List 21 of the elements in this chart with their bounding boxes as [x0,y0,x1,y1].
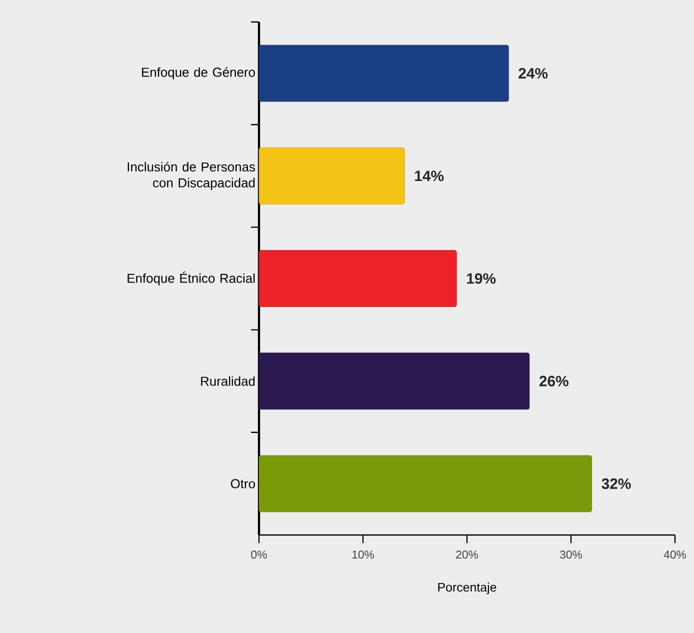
y-tick-label: Enfoque de Género [142,67,255,80]
bar [258,250,457,307]
y-tick-label: Otro [230,479,255,488]
y-tick-label: Enfoque Étnico Racial [128,272,255,286]
bar [258,455,592,512]
data-label: 19% [467,273,496,284]
data-label: 32% [602,478,631,490]
y-tick-label: Ruralidad [201,376,255,386]
x-tick-label: 0% [251,550,267,559]
y-tick-label: Inclusión de Personas con Discapacidad [128,162,255,190]
data-label: 14% [415,170,444,182]
bar [258,44,509,102]
data-label: 24% [518,68,548,79]
x-tick-label: 40% [664,550,686,559]
data-label: 26% [539,376,568,386]
x-tick-label: 30% [560,550,582,559]
x-axis-title: Porcentaje [438,582,496,594]
bar [258,352,530,410]
x-tick-label: 10% [352,550,374,559]
bar [258,147,405,204]
x-tick-label: 20% [456,550,478,559]
